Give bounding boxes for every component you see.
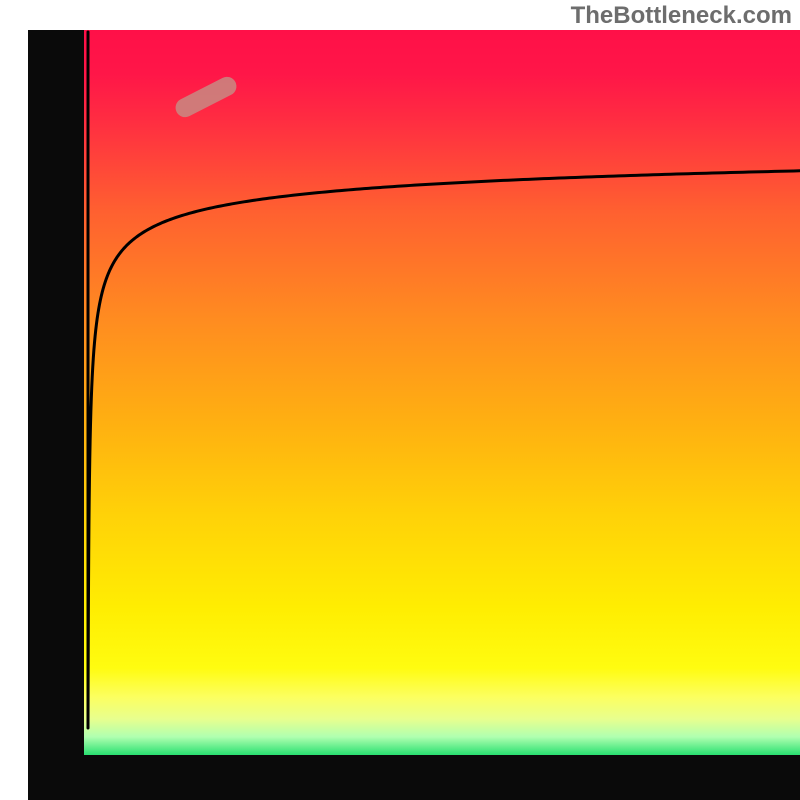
bottleneck-chart-container: TheBottleneck.com [0, 0, 800, 800]
bottleneck-chart-svg [0, 0, 800, 800]
heat-gradient-field [84, 30, 800, 755]
attribution-label: TheBottleneck.com [571, 2, 792, 30]
